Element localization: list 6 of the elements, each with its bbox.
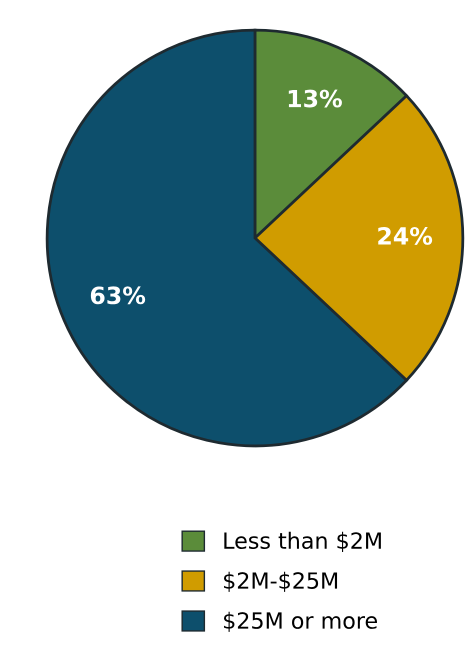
legend-label: Less than $2M — [224, 532, 381, 552]
data-label: 13% — [288, 90, 342, 108]
legend-label: $25M or more — [224, 612, 377, 632]
data-label: 24% — [378, 226, 432, 245]
legend-label: $2M-$25M — [224, 572, 338, 592]
data-label: 63% — [90, 286, 146, 304]
